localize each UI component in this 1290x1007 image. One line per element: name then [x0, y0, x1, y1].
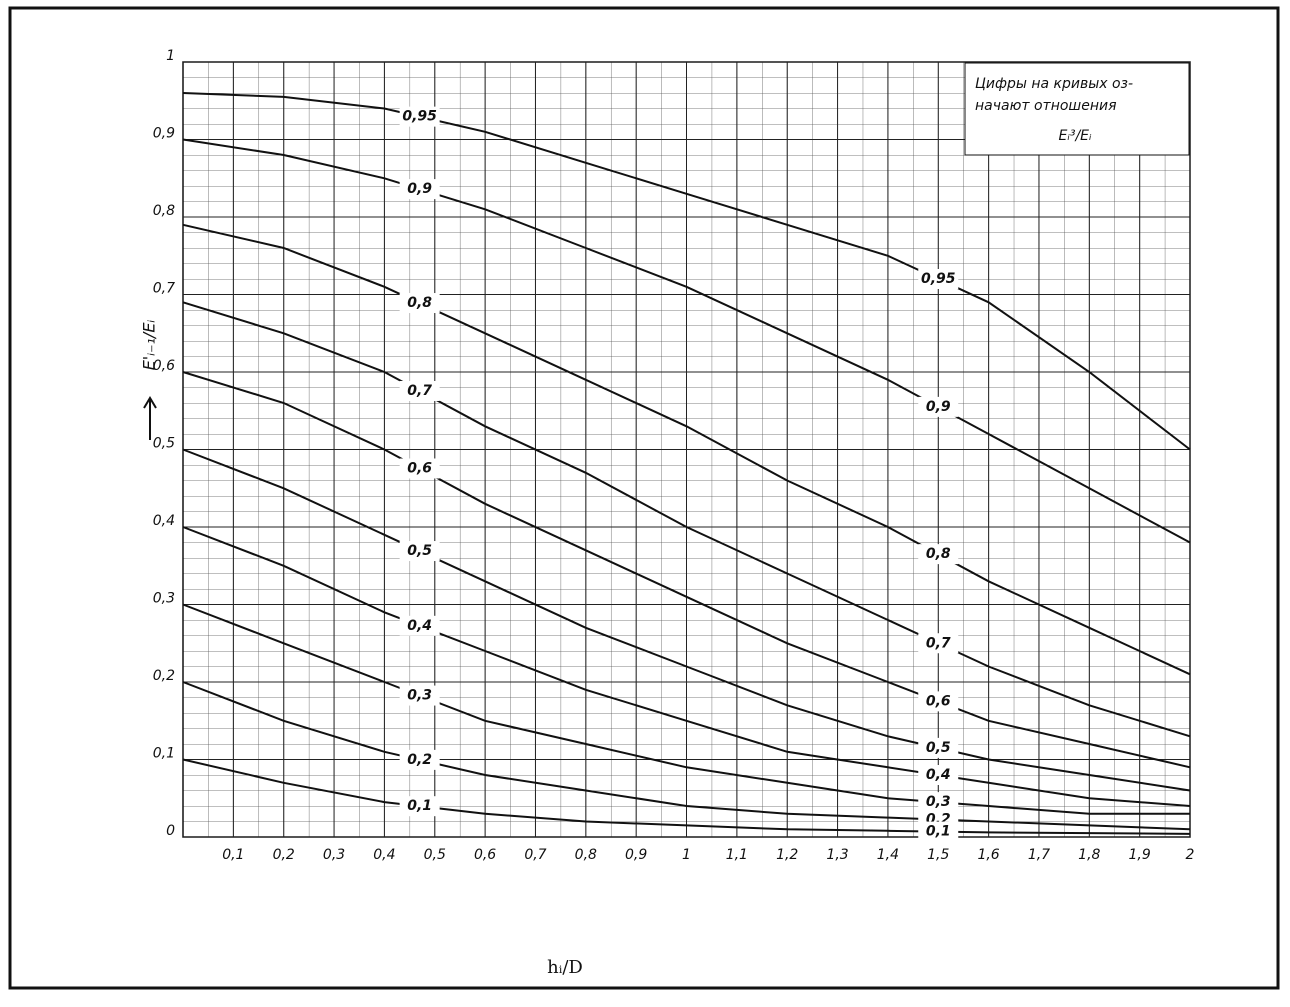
y-tick-label: 1 — [166, 48, 175, 64]
curve-label: 0,5 — [926, 740, 951, 756]
curve-label: 0,7 — [407, 383, 432, 399]
curve — [182, 371, 1191, 769]
y-tick-label: 0,7 — [153, 281, 175, 297]
curve-label-bg — [918, 396, 959, 417]
annotation-fraction: Eᵢ³/Eᵢ — [1058, 128, 1092, 144]
y-tick-label: 0,2 — [153, 668, 175, 684]
x-tick-label: 1 — [682, 847, 691, 863]
curve-label: 0,6 — [926, 693, 951, 709]
x-tick-label: 1,2 — [776, 847, 798, 863]
x-tick-label: 0,8 — [575, 847, 597, 863]
y-tick-label: 0,5 — [153, 436, 175, 452]
curve-label: 0,4 — [926, 767, 951, 783]
curve-label: 0,2 — [407, 752, 432, 768]
curve — [182, 526, 1191, 807]
curve-label-bg — [918, 269, 959, 289]
x-tick-label: 0,7 — [524, 847, 546, 863]
curve-label: 0,95 — [402, 109, 437, 125]
x-tick-label: 1,7 — [1028, 847, 1050, 863]
curve-label: 0,9 — [407, 181, 432, 197]
curve-label: 0,3 — [407, 688, 432, 704]
x-tick-label: 1,3 — [826, 847, 848, 863]
curve-label-bg — [399, 179, 440, 200]
curve-label: 0,1 — [926, 824, 951, 840]
x-tick-label: 0,4 — [373, 847, 395, 863]
curve-label: 0,8 — [926, 546, 951, 562]
curve-label-bg — [918, 544, 959, 565]
curve — [182, 301, 1191, 738]
curve-label-bg — [399, 541, 440, 562]
curve — [182, 681, 1191, 831]
curve-label-bg — [399, 106, 440, 127]
curve-label-bg — [918, 792, 959, 813]
curve — [182, 92, 1191, 451]
y-tick-label: 0,4 — [153, 513, 175, 529]
x-axis-label: hᵢ/D — [547, 957, 583, 978]
x-tick-label: 0,2 — [273, 847, 295, 863]
curve — [182, 758, 1191, 835]
curve-label: 0,7 — [926, 635, 951, 651]
y-axis-label: E'ᵢ₋₁/Eᵢ — [140, 320, 159, 371]
x-tick-label: 2 — [1186, 847, 1195, 863]
curve-label-bg — [399, 380, 440, 401]
curve-label-bg — [918, 633, 959, 654]
x-tick-label: 1,8 — [1078, 847, 1100, 863]
curve-label-bg — [918, 821, 959, 842]
x-tick-label: 0,5 — [424, 847, 446, 863]
x-tick-label: 0,6 — [474, 847, 496, 863]
annotation-line: Цифры на кривых оз- — [975, 76, 1133, 92]
x-tick-label: 0,3 — [323, 847, 345, 863]
curve-label: 0,1 — [407, 798, 432, 814]
curve-label-bg — [399, 458, 440, 479]
annotation-box — [964, 62, 1190, 156]
curve — [182, 223, 1191, 676]
x-tick-label: 1,4 — [877, 847, 899, 863]
curve — [182, 603, 1190, 815]
x-tick-label: 1,9 — [1129, 847, 1151, 863]
curve-label-bg — [399, 796, 440, 817]
curve-label-bg — [918, 691, 959, 712]
x-tick-label: 0,9 — [625, 847, 647, 863]
y-tick-label: 0,9 — [153, 126, 175, 142]
x-tick-label: 1,1 — [726, 847, 748, 863]
y-tick-label: 0,6 — [153, 358, 175, 374]
curve-label-bg — [918, 765, 959, 785]
curve — [182, 448, 1191, 792]
y-tick-label: 0,1 — [153, 746, 175, 762]
curve-label: 0,3 — [926, 794, 951, 810]
curve-label-bg — [399, 293, 440, 314]
curve-label-bg — [399, 685, 440, 706]
x-tick-label: 1,5 — [927, 847, 949, 863]
curve-label: 0,8 — [407, 295, 432, 311]
curve-label-bg — [399, 749, 440, 770]
curve-label: 0,6 — [407, 460, 432, 476]
curve-label: 0,4 — [407, 618, 432, 634]
curve-label: 0,9 — [926, 399, 951, 415]
curve-label-bg — [918, 737, 959, 758]
x-tick-label: 1,6 — [977, 847, 999, 863]
y-tick-label: 0 — [166, 823, 175, 839]
curve-label: 0,95 — [921, 271, 956, 287]
frame — [8, 6, 1280, 990]
y-tick-label: 0,8 — [153, 203, 175, 219]
x-tick-label: 0,1 — [222, 847, 244, 863]
annotation-line: начают отношения — [975, 98, 1117, 114]
curve-label: 0,5 — [407, 543, 432, 559]
y-tick-label: 0,3 — [153, 591, 175, 607]
curve-label-bg — [399, 615, 440, 636]
curve — [182, 138, 1191, 544]
arrow — [143, 396, 157, 440]
